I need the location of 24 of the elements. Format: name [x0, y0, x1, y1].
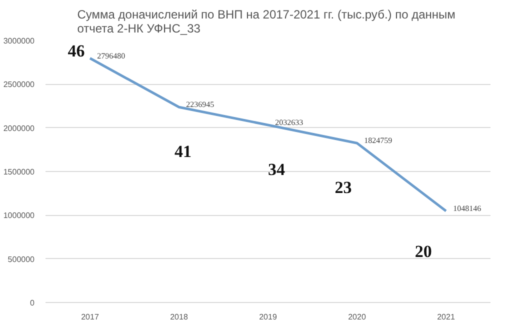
annotation: 20 [414, 242, 432, 261]
data-label: 1824759 [364, 136, 392, 146]
y-tick-label: 3000000 [3, 36, 36, 46]
annotation: 46 [68, 41, 85, 60]
x-tick-label: 2017 [81, 312, 100, 322]
x-tick-label: 2019 [259, 312, 278, 322]
y-tick-label: 500000 [8, 254, 36, 264]
x-tick-label: 2018 [170, 312, 188, 322]
y-tick-label: 0 [30, 298, 36, 308]
line-series [88, 57, 448, 212]
chart-title: Сумма доначислений по ВНП на 2017-2021 гг. (тыс.руб.) по данным отчета 2-НК УФНС_33 [77, 8, 456, 36]
annotation: 23 [334, 178, 352, 198]
y-tick-label: 1500000 [3, 168, 36, 176]
data-label: 2796480 [97, 51, 126, 60]
annotation: 41 [174, 142, 192, 162]
y-tick-label: 1000000 [3, 211, 36, 220]
data-label: 2032633 [275, 118, 304, 127]
y-tick-label: 2000000 [3, 124, 36, 133]
data-label: 1048146 [453, 204, 482, 213]
annotation: 34 [268, 160, 286, 179]
x-tick-label: 2021 [437, 312, 456, 322]
y-tick-label: 2500000 [3, 80, 36, 90]
data-label: 2236945 [186, 100, 214, 110]
x-tick-label: 2020 [348, 312, 366, 322]
